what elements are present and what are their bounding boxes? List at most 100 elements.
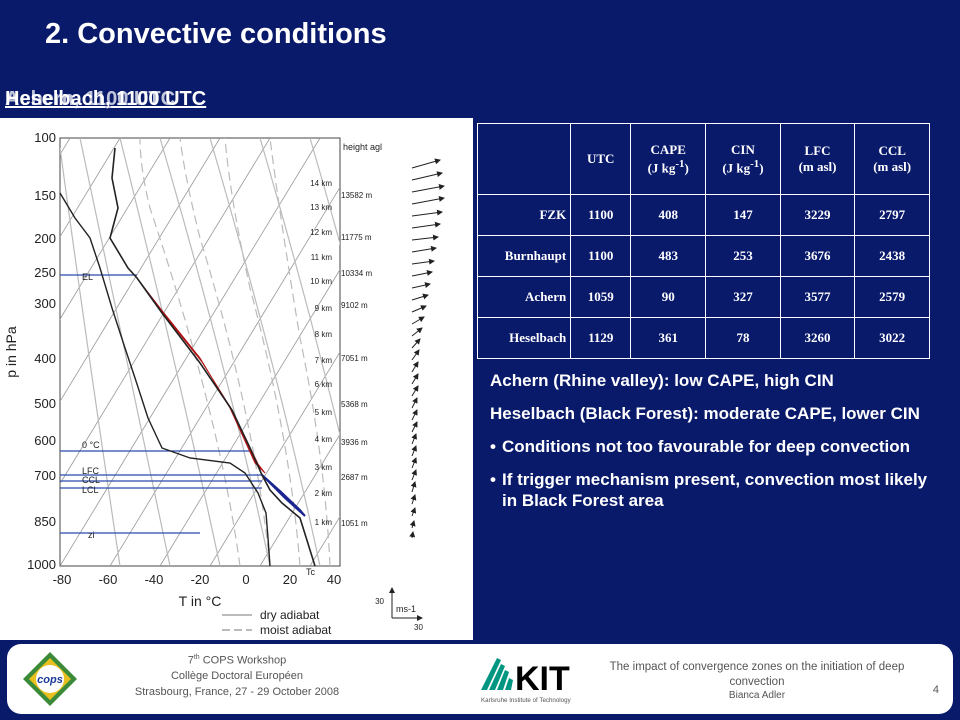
pressure-label: 150 xyxy=(34,188,56,203)
km-label: 5 km xyxy=(315,408,333,417)
page-number: 4 xyxy=(932,684,939,696)
header-cin: CIN (J kg-1) xyxy=(705,123,781,195)
subtitle-stack: Achern, 1100 UTC Heselbach, 1100 UTC xyxy=(5,88,250,114)
kit-wordmark: KIT xyxy=(515,660,570,698)
level-lines xyxy=(60,274,262,534)
cell-cin: 327 xyxy=(705,276,781,318)
footer: cops 7th COPS Workshop Collège Doctoral … xyxy=(7,644,953,714)
height-value: 9102 m xyxy=(341,301,368,310)
legend-dry-adiabat: dry adiabat xyxy=(260,608,320,622)
moist-adiabats xyxy=(139,138,331,566)
pressure-label: 100 xyxy=(34,130,56,145)
km-label: 4 km xyxy=(315,435,333,444)
temperature-tick: 0 xyxy=(242,572,249,587)
talk-title: The impact of convergence zones on the i… xyxy=(609,661,905,688)
cell-cape: 408 xyxy=(630,194,707,236)
wind-scale-unit: ms-1 xyxy=(396,604,416,614)
pressure-label: 500 xyxy=(34,396,56,411)
notes-panel: Achern (Rhine valley): low CAPE, high CI… xyxy=(490,370,935,523)
temperature-tick: -40 xyxy=(145,572,164,587)
temperature-tick: -20 xyxy=(191,572,210,587)
header-cape: CAPE (J kg-1) xyxy=(630,123,707,195)
bullet-conditions: Conditions not too favourable for deep c… xyxy=(490,436,935,457)
cell-cape: 90 xyxy=(630,276,707,318)
zi-label: zi xyxy=(88,530,95,540)
km-label: 1 km xyxy=(315,518,333,527)
bullet-list: Conditions not too favourable for deep c… xyxy=(490,436,935,511)
table-row: Heselbach 1129 361 78 3260 3022 xyxy=(476,317,930,359)
cell-lfc: 3229 xyxy=(779,194,856,236)
temperature-profile xyxy=(109,147,316,567)
pressure-label: 1000 xyxy=(27,557,56,572)
cell-cin: 78 xyxy=(705,317,781,359)
km-label: 13 km xyxy=(310,203,332,212)
header-site xyxy=(476,123,572,195)
height-value: 11775 m xyxy=(341,233,372,242)
km-label: 14 km xyxy=(310,179,332,188)
pressure-label: 700 xyxy=(34,468,56,483)
height-value: 7051 m xyxy=(341,354,368,363)
lfc-label: LFC xyxy=(82,466,100,476)
table-header-row: UTC CAPE (J kg-1) CIN (J kg-1) LFC (m asl) … xyxy=(476,123,930,195)
height-value: 2687 m xyxy=(341,473,368,482)
skewt-svg: 100 150 200 250 300 400 500 600 700 850 … xyxy=(3,130,445,637)
table-row: FZK 1100 408 147 3229 2797 xyxy=(476,194,930,236)
temperature-tick: 20 xyxy=(283,572,297,587)
km-label: 11 km xyxy=(311,253,333,262)
zero-degree-label: 0 °C xyxy=(82,440,100,450)
cell-site: Achern xyxy=(476,276,572,318)
km-label: 8 km xyxy=(315,330,333,339)
tc-label: Tc xyxy=(306,567,316,577)
ccl-label: CCL xyxy=(82,475,100,485)
college-name: Collège Doctoral Européen xyxy=(170,670,304,682)
pressure-label: 250 xyxy=(34,265,56,280)
cell-site: Heselbach xyxy=(476,317,572,359)
cops-logo: cops xyxy=(21,650,79,708)
km-label: 10 km xyxy=(310,277,332,286)
wind-scale-right: 30 xyxy=(414,623,423,632)
cell-cin: 253 xyxy=(705,235,781,277)
cell-lfc: 3676 xyxy=(779,235,856,277)
cell-site: Burnhaupt xyxy=(476,235,572,277)
cell-ccl: 3022 xyxy=(854,317,930,359)
header-lfc: LFC (m asl) xyxy=(779,123,856,195)
height-value: 1051 m xyxy=(341,519,368,528)
cell-cape: 361 xyxy=(630,317,707,359)
dewpoint-profile xyxy=(59,192,271,567)
cops-logo-text: cops xyxy=(37,674,63,686)
table-row: Burnhaupt 1100 483 253 3676 2438 xyxy=(476,235,930,277)
wind-arrows xyxy=(409,158,445,539)
temperature-tick: 40 xyxy=(327,572,341,587)
pressure-label: 200 xyxy=(34,231,56,246)
km-label: 7 km xyxy=(315,356,333,365)
km-label: 6 km xyxy=(315,380,333,389)
pressure-label: 300 xyxy=(34,296,56,311)
pressure-label: 850 xyxy=(34,514,56,529)
cell-site: FZK xyxy=(476,194,572,236)
venue-dates: Strasbourg, France, 27 - 29 October 2008 xyxy=(134,686,340,698)
note-heselbach: Heselbach (Black Forest): moderate CAPE,… xyxy=(490,404,920,423)
table-row: Achern 1059 90 327 3577 2579 xyxy=(476,276,930,318)
bullet-trigger: If trigger mechanism present, convection… xyxy=(490,469,935,511)
cell-lfc: 3260 xyxy=(779,317,856,359)
cell-ccl: 2438 xyxy=(854,235,930,277)
y-axis-label: p in hPa xyxy=(3,326,19,378)
height-value: 10334 m xyxy=(341,269,372,278)
cell-utc: 1100 xyxy=(570,194,632,236)
wind-scale-top: 30 xyxy=(375,597,384,606)
cell-cape: 483 xyxy=(630,235,707,277)
plot-frame xyxy=(59,137,341,567)
cin-area xyxy=(261,474,306,517)
temperature-tick: -80 xyxy=(53,572,72,587)
cell-cin: 147 xyxy=(705,194,781,236)
note-achern: Achern (Rhine valley): low CAPE, high CI… xyxy=(490,371,834,390)
cell-lfc: 3577 xyxy=(779,276,856,318)
header-ccl: CCL (m asl) xyxy=(854,123,930,195)
author-name: Bianca Adler xyxy=(728,690,786,701)
height-value: 13582 m xyxy=(341,191,372,200)
workshop-title: 7th COPS Workshop xyxy=(187,654,287,667)
el-label: EL xyxy=(82,272,93,282)
temperature-tick: -60 xyxy=(99,572,118,587)
cell-utc: 1100 xyxy=(570,235,632,277)
isotherms xyxy=(60,138,340,566)
